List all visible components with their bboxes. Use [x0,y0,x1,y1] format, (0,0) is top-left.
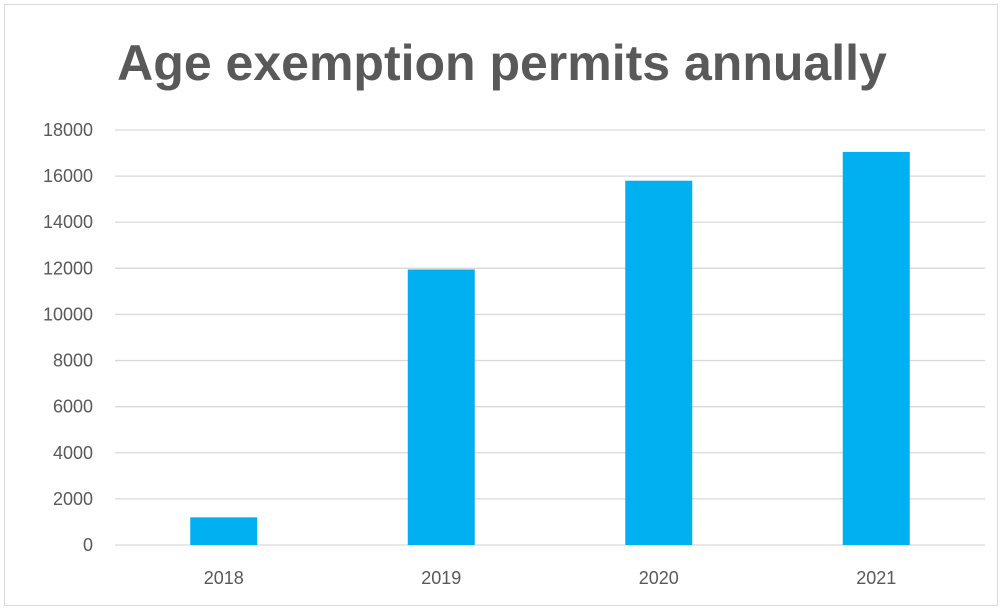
y-tick-label: 0 [83,535,93,555]
y-tick-label: 18000 [43,120,93,140]
bar-2019 [407,269,475,545]
grid-lines [115,129,985,546]
bars [190,151,910,545]
y-tick-label: 14000 [43,212,93,232]
y-tick-label: 4000 [53,443,93,463]
y-tick-label: 12000 [43,258,93,278]
chart-frame [4,4,998,606]
x-tick-label-2021: 2021 [856,568,896,588]
bar-2021 [842,151,910,545]
y-tick-label: 10000 [43,304,93,324]
y-tick-label: 16000 [43,166,93,186]
y-axis-tick-labels: 0 2000 4000 6000 8000 10000 12000 14000 16000 180… [43,120,93,555]
y-tick-label: 6000 [53,397,93,417]
x-tick-label-2019: 2019 [421,568,461,588]
x-tick-label-2018: 2018 [204,568,244,588]
bar-2018 [190,517,258,545]
bar-2020 [625,180,693,545]
x-tick-label-2020: 2020 [639,568,679,588]
chart-title: Age exemption permits annually [117,35,887,91]
y-tick-label: 2000 [53,489,93,509]
x-axis-tick-labels: 2018 2019 2020 2021 [204,568,897,588]
y-tick-label: 8000 [53,351,93,371]
